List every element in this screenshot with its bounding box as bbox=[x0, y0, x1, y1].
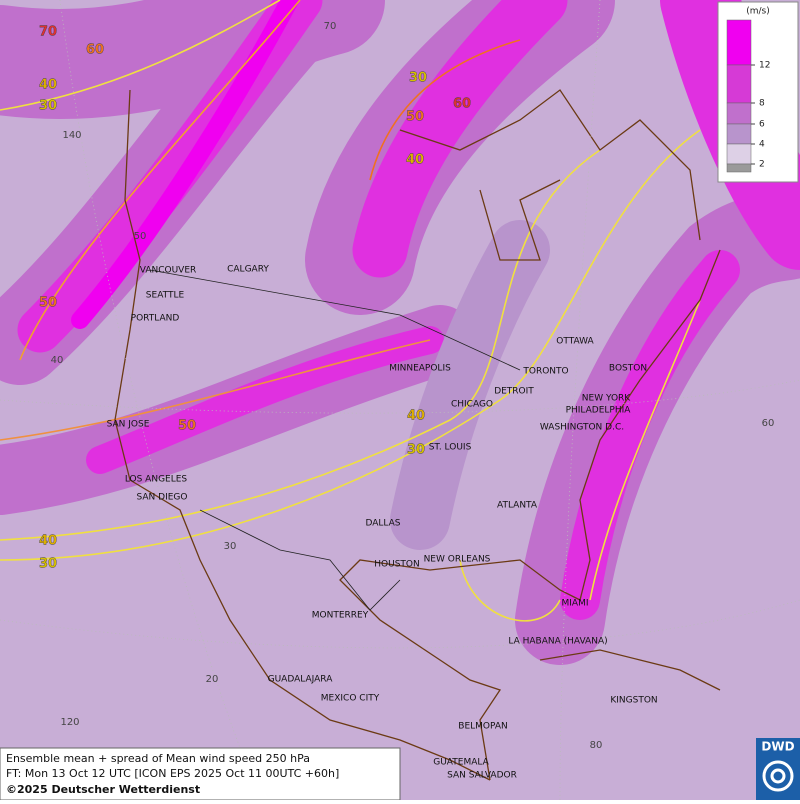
city-label: DETROIT bbox=[494, 387, 534, 397]
legend-unit: (m/s) bbox=[746, 7, 770, 17]
city-label: TORONTO bbox=[522, 367, 568, 377]
contour-label: 60 bbox=[453, 97, 471, 112]
contour-label: 50 bbox=[178, 419, 196, 434]
contour-label: 30 bbox=[409, 71, 427, 86]
legend-tick-label: 4 bbox=[759, 140, 765, 150]
logo-icon bbox=[762, 760, 794, 792]
city-label: GUATEMALA bbox=[433, 758, 489, 768]
city-label: SAN JOSE bbox=[107, 420, 150, 430]
graticule-label: 120 bbox=[60, 717, 79, 728]
logo-text: DWD bbox=[761, 740, 794, 754]
legend-tick-label: 12 bbox=[759, 61, 770, 71]
city-label: LA HABANA (HAVANA) bbox=[508, 637, 607, 647]
city-label: OTTAWA bbox=[556, 337, 594, 347]
coastlines bbox=[114, 89, 721, 781]
legend-tick-label: 2 bbox=[759, 160, 765, 170]
graticule-label: 80 bbox=[590, 740, 603, 751]
contour-label: 40 bbox=[39, 534, 57, 549]
graticule-label: 140 bbox=[62, 130, 81, 141]
city-label: BOSTON bbox=[609, 364, 647, 374]
contour-label: 70 bbox=[39, 25, 57, 40]
color-swatch bbox=[726, 163, 752, 173]
city-label: NEW ORLEANS bbox=[424, 555, 491, 565]
city-label: GUADALAJARA bbox=[268, 675, 334, 685]
footer-line: FT: Mon 13 Oct 12 UTC [ICON EPS 2025 Oct… bbox=[6, 767, 339, 780]
logo: DWD bbox=[756, 738, 800, 800]
logo-icon bbox=[770, 768, 786, 784]
city-label: VANCOUVER bbox=[140, 266, 197, 276]
footer: Ensemble mean + spread of Mean wind spee… bbox=[0, 747, 401, 801]
labels: VANCOUVER CALGARY SEATTLE PORTLAND SAN JOSE L… bbox=[39, 21, 775, 781]
legend-tick-label: 8 bbox=[759, 99, 765, 109]
contour-label: 30 bbox=[407, 443, 425, 458]
legend: (m/s) 12 8 6 4 2 bbox=[717, 1, 799, 183]
borders bbox=[149, 269, 521, 611]
contour-label: 60 bbox=[86, 43, 104, 58]
city-label: ST. LOUIS bbox=[429, 443, 472, 453]
graticule-label: 30 bbox=[224, 541, 237, 552]
city-label: HOUSTON bbox=[374, 560, 419, 570]
city-label: PORTLAND bbox=[131, 314, 180, 324]
city-label: KINGSTON bbox=[610, 696, 657, 706]
footer-line: ©2025 Deutscher Wetterdienst bbox=[6, 783, 200, 796]
footer-line: Ensemble mean + spread of Mean wind spee… bbox=[6, 752, 310, 765]
graticule-label: 50 bbox=[134, 231, 147, 242]
contour-label: 50 bbox=[39, 296, 57, 311]
contour-label: 40 bbox=[39, 78, 57, 93]
footer-box bbox=[0, 747, 401, 801]
color-swatch bbox=[726, 143, 752, 165]
color-swatch bbox=[726, 123, 752, 145]
city-label: ATLANTA bbox=[497, 501, 538, 511]
city-label: NEW YORK bbox=[582, 394, 632, 404]
city-label: MINNEAPOLIS bbox=[389, 364, 451, 374]
legend-tick-label: 6 bbox=[759, 120, 765, 130]
graticule-label: 70 bbox=[324, 21, 337, 32]
contour-label: 30 bbox=[39, 99, 57, 114]
city-label: CALGARY bbox=[227, 265, 269, 275]
city-label: MEXICO CITY bbox=[321, 694, 380, 704]
city-label: MIAMI bbox=[562, 599, 589, 609]
graticule-label: 60 bbox=[762, 418, 775, 429]
city-label: PHILADELPHIA bbox=[566, 406, 632, 416]
contour-label: 40 bbox=[407, 409, 425, 424]
colorbar: 12 8 6 4 2 bbox=[726, 19, 770, 173]
city-label: SEATTLE bbox=[146, 291, 185, 301]
city-label: SAN SALVADOR bbox=[447, 771, 517, 781]
city-label: BELMOPAN bbox=[458, 722, 507, 732]
color-swatch bbox=[726, 19, 752, 66]
city-label: LOS ANGELES bbox=[125, 475, 188, 485]
color-swatch bbox=[726, 102, 752, 125]
city-label: CHICAGO bbox=[451, 400, 493, 410]
city-label: MONTERREY bbox=[312, 611, 369, 621]
city-label: DALLAS bbox=[365, 519, 400, 529]
graticule-label: 40 bbox=[51, 355, 64, 366]
city-label: WASHINGTON D.C. bbox=[540, 423, 624, 433]
contour-label: 50 bbox=[406, 110, 424, 125]
contour-label: 40 bbox=[406, 153, 424, 168]
contour-lines bbox=[0, 0, 701, 622]
graticule-label: 20 bbox=[206, 674, 219, 685]
color-swatch bbox=[726, 64, 752, 104]
contour-label: 30 bbox=[39, 557, 57, 572]
city-label: SAN DIEGO bbox=[137, 493, 188, 503]
